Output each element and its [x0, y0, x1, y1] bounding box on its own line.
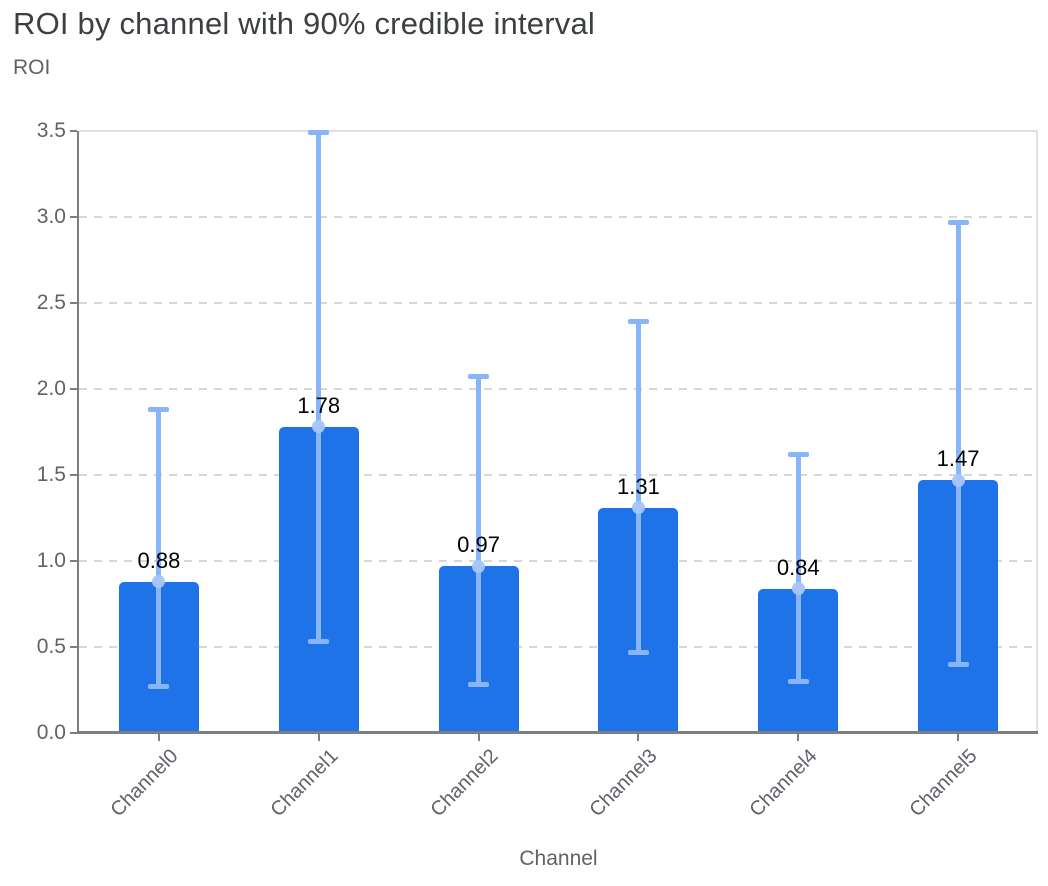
x-tick — [797, 734, 800, 741]
point-marker — [312, 420, 326, 434]
y-tick — [70, 474, 77, 476]
x-axis-line — [77, 731, 1038, 734]
x-tick — [317, 734, 320, 741]
y-tick-label: 3.5 — [36, 119, 66, 142]
gridline — [79, 216, 1038, 218]
y-tick-label: 2.5 — [36, 291, 66, 314]
gridline — [79, 302, 1038, 304]
error-bar-line — [476, 376, 482, 685]
plot-border-right — [1036, 131, 1038, 733]
error-bar-cap-bottom — [148, 684, 170, 690]
y-tick-label: 0.5 — [36, 635, 66, 658]
y-tick — [70, 560, 77, 562]
chart-title: ROI by channel with 90% credible interva… — [13, 6, 595, 41]
y-tick-label: 1.5 — [36, 463, 66, 486]
error-bar-cap-top — [308, 130, 330, 136]
y-tick-label: 1.0 — [36, 549, 66, 572]
point-marker — [951, 473, 965, 487]
y-axis-title: ROI — [13, 56, 51, 79]
point-marker — [631, 501, 645, 515]
value-label: 0.97 — [457, 532, 500, 558]
y-tick — [70, 732, 77, 734]
x-tick — [957, 734, 960, 741]
value-label: 1.31 — [616, 473, 660, 499]
error-bar-cap-bottom — [947, 661, 969, 667]
x-axis-title: Channel — [519, 847, 598, 870]
point-marker — [152, 575, 166, 589]
x-tick — [157, 734, 160, 741]
y-tick-label: 3.0 — [36, 205, 66, 228]
error-bar-cap-top — [148, 407, 170, 413]
value-label: 0.84 — [776, 554, 820, 580]
point-marker — [791, 582, 805, 596]
error-bar-cap-top — [468, 374, 490, 380]
error-bar-cap-top — [947, 219, 969, 225]
error-bar-cap-bottom — [787, 678, 809, 684]
y-tick-label: 2.0 — [36, 377, 66, 400]
point-marker — [472, 559, 486, 573]
y-tick — [70, 388, 77, 390]
y-tick — [70, 130, 77, 132]
value-label: 1.47 — [936, 446, 980, 472]
x-tick — [477, 734, 480, 741]
value-label: 0.88 — [137, 547, 181, 573]
error-bar-line — [955, 222, 961, 665]
y-tick — [70, 302, 77, 304]
error-bar-line — [156, 409, 162, 687]
plot-border-top — [79, 130, 1038, 132]
error-bar-cap-bottom — [468, 682, 490, 688]
y-tick — [70, 216, 77, 218]
value-label: 1.78 — [297, 392, 341, 418]
error-bar-cap-top — [787, 451, 809, 457]
x-tick — [637, 734, 640, 741]
error-bar-cap-top — [627, 319, 649, 325]
gridline — [79, 388, 1038, 390]
gridline — [79, 560, 1038, 562]
error-bar-line — [795, 454, 801, 682]
gridline — [79, 646, 1038, 648]
error-bar-cap-bottom — [308, 639, 330, 645]
y-tick-label: 0.0 — [36, 721, 66, 744]
y-tick — [70, 646, 77, 648]
y-axis-line — [77, 131, 79, 733]
error-bar-line — [635, 321, 641, 653]
gridline — [79, 474, 1038, 476]
error-bar-cap-bottom — [627, 649, 649, 655]
error-bar-line — [316, 132, 322, 642]
